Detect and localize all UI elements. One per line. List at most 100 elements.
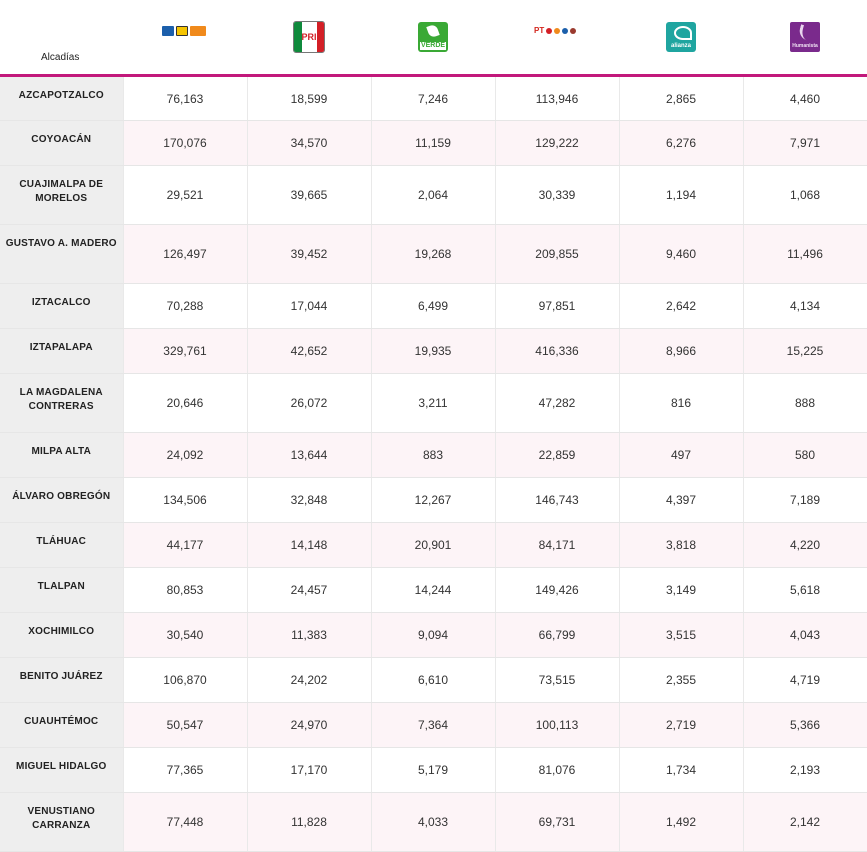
table-row: TLÁHUAC 44,177 14,148 20,901 84,171 3,818 4,22… [0, 522, 867, 568]
vote-count-cell: 6,499 [371, 283, 496, 329]
vote-count-cell: 24,092 [123, 432, 248, 478]
vote-count-cell: 1,068 [743, 165, 867, 225]
vote-count-cell: 126,497 [123, 224, 248, 284]
vote-count-cell: 69,731 [495, 792, 620, 852]
vote-count-cell: 329,761 [123, 328, 248, 374]
table-row: MIGUEL HIDALGO 77,365 17,170 5,179 81,076 1,7… [0, 747, 867, 793]
table-row: IZTAPALAPA 329,761 42,652 19,935 416,336 8,96… [0, 328, 867, 374]
alcaldia-name-cell: MILPA ALTA [0, 432, 124, 478]
vote-count-cell: 4,397 [619, 477, 744, 523]
vote-count-cell: 4,033 [371, 792, 496, 852]
party-header-humanista: Humanista [743, 0, 867, 77]
vote-count-cell: 209,855 [495, 224, 620, 284]
vote-count-cell: 47,282 [495, 373, 620, 433]
party-header-pan-coalition [123, 0, 247, 77]
vote-count-cell: 2,865 [619, 75, 744, 121]
vote-count-cell: 50,547 [123, 702, 248, 748]
vote-count-cell: 4,043 [743, 612, 867, 658]
vote-count-cell: 18,599 [247, 75, 372, 121]
vote-count-cell: 1,194 [619, 165, 744, 225]
pvem-verde-logo-icon: VERDE [418, 22, 448, 52]
vote-count-cell: 80,853 [123, 567, 248, 613]
table-row: LA MAGDALENA CONTRERAS 20,646 26,072 3,211 4… [0, 373, 867, 433]
vote-count-cell: 100,113 [495, 702, 620, 748]
table-row: BENITO JUÁREZ 106,870 24,202 6,610 73,515 2,3… [0, 657, 867, 703]
alcaldia-name-cell: TLÁHUAC [0, 522, 124, 568]
alcaldia-name-cell: GUSTAVO A. MADERO [0, 224, 124, 284]
table-row: AZCAPOTZALCO 76,163 18,599 7,246 113,946 2,86… [0, 75, 867, 121]
vote-count-cell: 5,179 [371, 747, 496, 793]
vote-count-cell: 5,618 [743, 567, 867, 613]
nueva-alianza-logo-icon: alianza [666, 22, 696, 52]
vote-count-cell: 2,355 [619, 657, 744, 703]
vote-count-cell: 32,848 [247, 477, 372, 523]
vote-count-cell: 17,170 [247, 747, 372, 793]
vote-count-cell: 30,540 [123, 612, 248, 658]
vote-count-cell: 1,734 [619, 747, 744, 793]
vote-count-cell: 29,521 [123, 165, 248, 225]
vote-count-cell: 2,064 [371, 165, 496, 225]
alcaldia-name-cell: AZCAPOTZALCO [0, 75, 124, 121]
vote-count-cell: 42,652 [247, 328, 372, 374]
vote-count-cell: 580 [743, 432, 867, 478]
vote-count-cell: 2,642 [619, 283, 744, 329]
vote-count-cell: 13,644 [247, 432, 372, 478]
vote-count-cell: 7,246 [371, 75, 496, 121]
vote-count-cell: 26,072 [247, 373, 372, 433]
vote-count-cell: 97,851 [495, 283, 620, 329]
vote-count-cell: 883 [371, 432, 496, 478]
alcaldia-name-cell: IZTACALCO [0, 283, 124, 329]
vote-count-cell: 416,336 [495, 328, 620, 374]
vote-count-cell: 6,276 [619, 120, 744, 166]
vote-count-cell: 497 [619, 432, 744, 478]
vote-count-cell: 11,159 [371, 120, 496, 166]
vote-count-cell: 39,665 [247, 165, 372, 225]
vote-count-cell: 816 [619, 373, 744, 433]
party-header-nueva-alianza: alianza [619, 0, 743, 77]
vote-count-cell: 11,496 [743, 224, 867, 284]
vote-count-cell: 14,148 [247, 522, 372, 568]
table-row: TLALPAN 80,853 24,457 14,244 149,426 3,149 5,6… [0, 567, 867, 613]
alcaldia-name-cell: IZTAPALAPA [0, 328, 124, 374]
vote-count-cell: 4,220 [743, 522, 867, 568]
vote-count-cell: 24,970 [247, 702, 372, 748]
vote-count-cell: 1,492 [619, 792, 744, 852]
table-row: CUAUHTÉMOC 50,547 24,970 7,364 100,113 2,719 5… [0, 702, 867, 748]
alcaldias-header: Alcadías [0, 0, 123, 77]
vote-count-cell: 73,515 [495, 657, 620, 703]
vote-count-cell: 14,244 [371, 567, 496, 613]
vote-count-cell: 134,506 [123, 477, 248, 523]
vote-count-cell: 7,189 [743, 477, 867, 523]
alcaldia-name-cell: CUAUHTÉMOC [0, 702, 124, 748]
alcaldia-name-cell: COYOACÁN [0, 120, 124, 166]
vote-count-cell: 170,076 [123, 120, 248, 166]
vote-count-cell: 17,044 [247, 283, 372, 329]
table-row: IZTACALCO 70,288 17,044 6,499 97,851 2,642 4,1… [0, 283, 867, 329]
vote-count-cell: 19,268 [371, 224, 496, 284]
vote-count-cell: 77,365 [123, 747, 248, 793]
vote-count-cell: 9,094 [371, 612, 496, 658]
table-header-row: Alcadías PRI VERDE [0, 0, 867, 77]
vote-count-cell: 129,222 [495, 120, 620, 166]
vote-count-cell: 4,134 [743, 283, 867, 329]
vote-count-cell: 5,366 [743, 702, 867, 748]
vote-count-cell: 146,743 [495, 477, 620, 523]
table-row: COYOACÁN 170,076 34,570 11,159 129,222 6,276 7… [0, 120, 867, 166]
vote-count-cell: 8,966 [619, 328, 744, 374]
vote-count-cell: 11,383 [247, 612, 372, 658]
vote-count-cell: 3,211 [371, 373, 496, 433]
vote-count-cell: 2,142 [743, 792, 867, 852]
alcaldia-name-cell: CUAJIMALPA DE MORELOS [0, 165, 124, 225]
vote-count-cell: 3,149 [619, 567, 744, 613]
vote-count-cell: 3,818 [619, 522, 744, 568]
alcaldia-name-cell: LA MAGDALENA CONTRERAS [0, 373, 124, 433]
vote-count-cell: 22,859 [495, 432, 620, 478]
vote-count-cell: 77,448 [123, 792, 248, 852]
vote-count-cell: 9,460 [619, 224, 744, 284]
vote-count-cell: 4,719 [743, 657, 867, 703]
party-header-pri: PRI [247, 0, 371, 77]
table-row: XOCHIMILCO 30,540 11,383 9,094 66,799 3,515 4,… [0, 612, 867, 658]
vote-count-cell: 70,288 [123, 283, 248, 329]
humanista-logo-icon: Humanista [790, 22, 820, 52]
